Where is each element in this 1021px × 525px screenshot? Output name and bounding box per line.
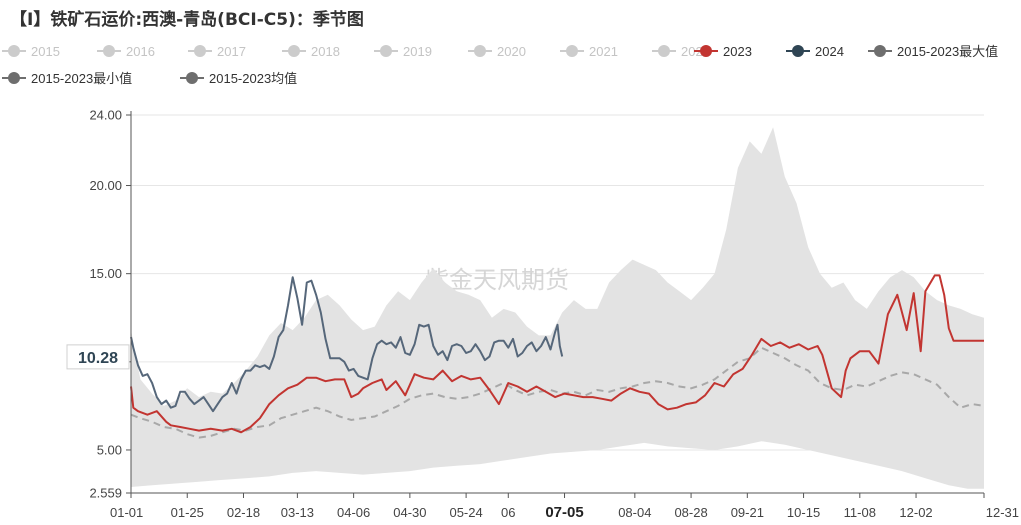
legend-item-2[interactable]: 2016 (97, 44, 155, 59)
x-tick-label: 12-31 (986, 505, 1019, 520)
legend-item-4[interactable]: 2018 (282, 44, 340, 59)
legend-marker (566, 45, 578, 57)
legend-item-7[interactable]: 2021 (560, 44, 618, 59)
legend-marker (194, 45, 206, 57)
x-tick-label: 09-21 (731, 505, 764, 520)
legend-marker (792, 45, 804, 57)
legend-label: 2016 (126, 44, 155, 59)
legend-item-6[interactable]: 2020 (468, 44, 526, 59)
legend-marker (380, 45, 392, 57)
x-tick-label: 08-28 (674, 505, 707, 520)
legend-label: 2015-2023最大值 (897, 44, 998, 59)
x-tick-label: 04-06 (337, 505, 370, 520)
legend-label: 2015-2023均值 (209, 71, 297, 86)
x-tick-label: 11-08 (844, 505, 876, 520)
legend-marker (658, 45, 670, 57)
legend-marker (288, 45, 300, 57)
legend-label: 2020 (497, 44, 526, 59)
x-tick-label: 08-04 (618, 505, 651, 520)
legend-label: 2024 (815, 44, 844, 59)
legend-marker (186, 72, 198, 84)
legend-item-11[interactable]: 2015-2023最大值 (868, 44, 998, 59)
legend-item-1[interactable]: 2015 (2, 44, 60, 59)
legend-label: 2018 (311, 44, 340, 59)
legend-marker (8, 72, 20, 84)
legend-item-12[interactable]: 2015-2023最小值 (2, 71, 132, 86)
legend-marker (103, 45, 115, 57)
legend-item-10[interactable]: 2024 (786, 44, 844, 59)
legend: 2015 2016 2017 2018 2019 2020 2021 2022 2023 2024… (2, 44, 998, 86)
legend-marker (874, 45, 886, 57)
x-tick-label: 01-25 (171, 505, 204, 520)
legend-label: 2015 (31, 44, 60, 59)
series-line-2024 (130, 276, 564, 413)
legend-label: 2019 (403, 44, 432, 59)
legend-item-5[interactable]: 2019 (374, 44, 432, 59)
legend-marker (700, 45, 712, 57)
x-tick-label: 06 (501, 505, 515, 520)
y-tick-label: 5.00 (97, 442, 122, 457)
x-tick-label: 07-05 (545, 504, 583, 521)
current-value-label: 10.28 (66, 344, 130, 370)
y-tick-label: 24.00 (89, 108, 122, 123)
x-tick-label: 12-02 (899, 505, 932, 520)
series-line-mean (130, 346, 985, 439)
x-tick-label: 01-01 (110, 505, 143, 520)
x-tick-label: 10-15 (787, 505, 820, 520)
legend-label: 2021 (589, 44, 618, 59)
plot-area (130, 127, 985, 489)
min-max-band (131, 127, 984, 489)
chart-title: 【I】铁矿石运价:西澳-青岛(BCI-C5)：季节图 (10, 9, 364, 30)
current-value-text: 10.28 (78, 350, 118, 367)
series-line-2023 (130, 274, 984, 434)
y-tick-label: 20.00 (89, 178, 122, 193)
current-value-box (66, 344, 130, 370)
legend-marker (8, 45, 20, 57)
y-tick-label: 2.559 (89, 486, 122, 501)
legend-item-3[interactable]: 2017 (188, 44, 246, 59)
legend-item-13[interactable]: 2015-2023均值 (180, 71, 297, 86)
legend-item-9[interactable]: 2023 (694, 44, 752, 59)
legend-label: 2017 (217, 44, 246, 59)
legend-label: 2023 (723, 44, 752, 59)
x-tick-label: 03-13 (281, 505, 314, 520)
x-tick-label: 02-18 (227, 505, 260, 520)
y-tick-label: 15.00 (89, 266, 122, 281)
legend-label: 2015-2023最小值 (31, 71, 132, 86)
legend-marker (474, 45, 486, 57)
x-tick-label: 04-30 (393, 505, 426, 520)
x-tick-label: 05-24 (449, 505, 482, 520)
